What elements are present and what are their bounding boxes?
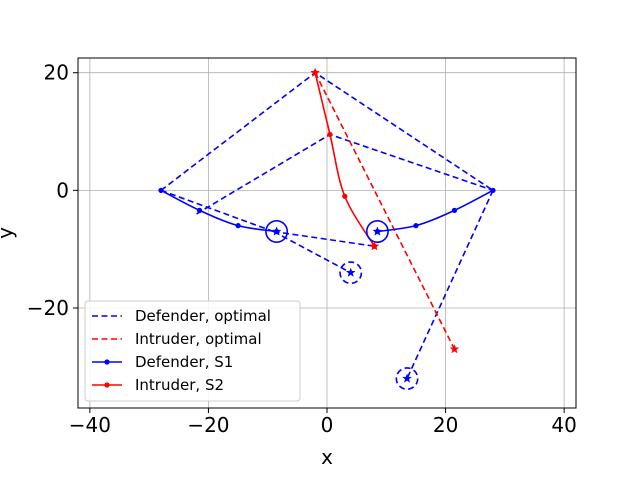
star-marker xyxy=(402,373,413,383)
y-tick-label: 0 xyxy=(56,178,69,202)
intruder-s2-point xyxy=(327,131,333,138)
defender-s1-point xyxy=(158,187,164,193)
defender-optimal-line xyxy=(273,230,352,274)
legend-label-intruder-s2: Intruder, S2 xyxy=(135,376,224,394)
x-tick-label: 20 xyxy=(433,413,458,437)
defender-optimal-line xyxy=(406,190,494,379)
capture-circle xyxy=(265,220,289,244)
legend-marker-intruder-s2 xyxy=(104,382,110,388)
legend-label-defender-s1: Defender, S1 xyxy=(135,353,233,371)
legend-label-intruder-optimal: Intruder, optimal xyxy=(135,330,262,348)
intruder-optimal-line xyxy=(314,72,456,350)
x-tick-label: 40 xyxy=(551,413,576,437)
legend-box xyxy=(84,300,301,402)
capture-circle xyxy=(395,367,419,391)
capture-circle xyxy=(339,261,363,285)
star-marker xyxy=(271,226,282,236)
star-marker xyxy=(369,240,380,251)
capture-circle xyxy=(365,220,389,244)
defender-s1-point xyxy=(490,187,496,193)
legend: Defender, optimal Intruder, optimal Defend… xyxy=(84,300,301,402)
defender-s1-line xyxy=(160,189,277,233)
defender-s1-point xyxy=(451,207,458,213)
y-tick-label: 20 xyxy=(44,61,69,85)
star-marker xyxy=(310,67,321,77)
x-tick-label: −40 xyxy=(69,413,111,437)
defender-s1-line xyxy=(377,189,494,233)
x-tick-label: 0 xyxy=(321,413,334,437)
legend-marker-defender-s1 xyxy=(104,359,110,365)
star-marker xyxy=(449,343,460,354)
x-axis-label: x xyxy=(321,445,333,469)
legend-label-defender-optimal: Defender, optimal xyxy=(135,307,271,325)
intruder-s2-point xyxy=(342,193,348,199)
ticks: −40 −20 0 20 40 −20 0 20 xyxy=(27,61,577,437)
defender-optimal-line xyxy=(273,230,375,248)
defender-s1-point xyxy=(235,223,241,229)
defender-optimal-line xyxy=(160,189,274,233)
defender-s1-point xyxy=(413,223,419,229)
x-tick-label: −20 xyxy=(187,413,229,437)
defender-s1-point xyxy=(196,207,203,213)
intruder-s2-line xyxy=(314,72,376,247)
data-layer xyxy=(158,67,496,391)
y-axis-label: y xyxy=(0,227,17,239)
y-tick-label: −20 xyxy=(27,296,69,320)
star-marker xyxy=(372,226,383,236)
star-marker xyxy=(345,267,356,277)
